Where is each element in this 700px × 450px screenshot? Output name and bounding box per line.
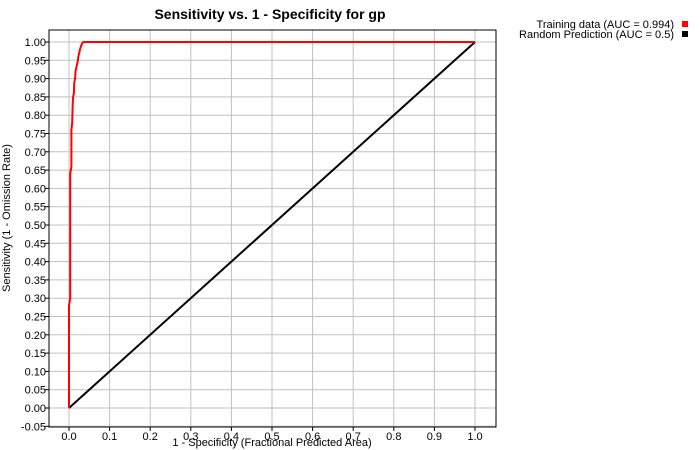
y-tick-label: 0.50 [25, 220, 46, 232]
y-tick-label: 0.75 [25, 129, 46, 141]
y-tick-label: 0.55 [25, 202, 46, 214]
y-tick-label: 1.00 [25, 37, 46, 49]
x-tick-label: 1.0 [467, 431, 482, 443]
legend-random-swatch [682, 31, 688, 37]
legend-training-label: Training data (AUC = 0.994) [537, 19, 674, 31]
x-tick-label: 0.3 [183, 431, 198, 443]
y-tick-label: 0.80 [25, 110, 46, 122]
y-tick-label: 0.95 [25, 55, 46, 67]
chart-title: Sensitivity vs. 1 - Specificity for gp [154, 6, 385, 22]
x-axis-label: 1 - Specificity (Fractional Predicted Ar… [172, 437, 371, 449]
y-tick-label: 0.85 [25, 92, 46, 104]
y-axis-label: Sensitivity (1 - Omission Rate) [1, 144, 13, 292]
random-prediction-line [68, 41, 476, 409]
grid [49, 30, 496, 427]
y-tick-label: 0.40 [25, 257, 46, 269]
y-tick-label: 0.00 [25, 403, 46, 415]
training-data-line [68, 41, 475, 408]
y-tick-label: 0.60 [25, 183, 46, 195]
y-tick-label: 0.15 [25, 348, 46, 360]
y-tick-label: 0.45 [25, 238, 46, 250]
y-tick-label: 0.35 [25, 275, 46, 287]
series-lines [68, 41, 476, 409]
y-tick-label: 0.25 [25, 312, 46, 324]
x-tick-label: 0.9 [427, 431, 442, 443]
axis-ticks: 0.0 0.1 0.2 0.3 0.4 0.5 0.6 0.7 0.8 0.9 1.0 -0.05 0.… [21, 37, 483, 443]
y-tick-label: 0.30 [25, 293, 46, 305]
x-tick-label: 0.7 [346, 431, 361, 443]
y-tick-label: 0.90 [25, 74, 46, 86]
x-tick-label: 0.6 [305, 431, 320, 443]
y-tick-label: -0.05 [21, 421, 46, 433]
y-tick-label: 0.20 [25, 330, 46, 342]
x-tick-label: 0.0 [61, 431, 76, 443]
legend: Training data (AUC = 0.994)Random Predic… [519, 19, 688, 41]
legend-training-swatch [682, 21, 688, 27]
x-tick-label: 0.1 [102, 431, 117, 443]
y-tick-label: 0.10 [25, 366, 46, 378]
y-tick-label: 0.65 [25, 165, 46, 177]
legend-random-label: Random Prediction (AUC = 0.5) [519, 29, 674, 41]
y-tick-label: 0.70 [25, 147, 46, 159]
x-tick-label: 0.2 [143, 431, 158, 443]
x-tick-label: 0.4 [224, 431, 239, 443]
x-tick-label: 0.5 [264, 431, 279, 443]
x-tick-label: 0.8 [386, 431, 401, 443]
y-tick-label: 0.05 [25, 385, 46, 397]
